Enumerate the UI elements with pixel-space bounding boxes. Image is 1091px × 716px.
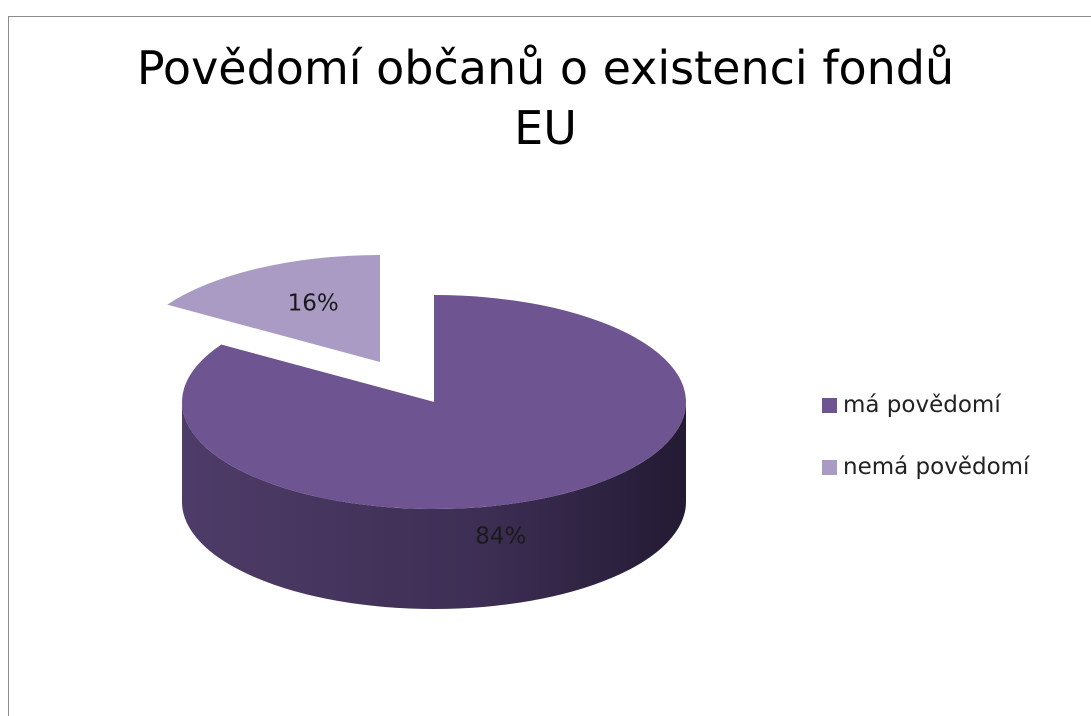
pie-slice-nema-povedomi [167,255,380,362]
data-label-nema-povedomi: 16% [288,290,339,316]
legend-swatch-ma-povedomi [822,398,837,413]
legend-label-ma-povedomi: má povědomí [843,390,1001,420]
data-label-ma-povedomi: 84% [475,524,526,550]
pie-chart: 16% 84% [0,0,1091,684]
legend-item-nema-povedomi: nemá povědomí [822,452,1029,482]
legend: má povědomí nemá povědomí [822,390,1029,514]
legend-item-ma-povedomi: má povědomí [822,390,1029,420]
legend-label-nema-povedomi: nemá povědomí [843,452,1029,482]
legend-swatch-nema-povedomi [822,460,837,475]
